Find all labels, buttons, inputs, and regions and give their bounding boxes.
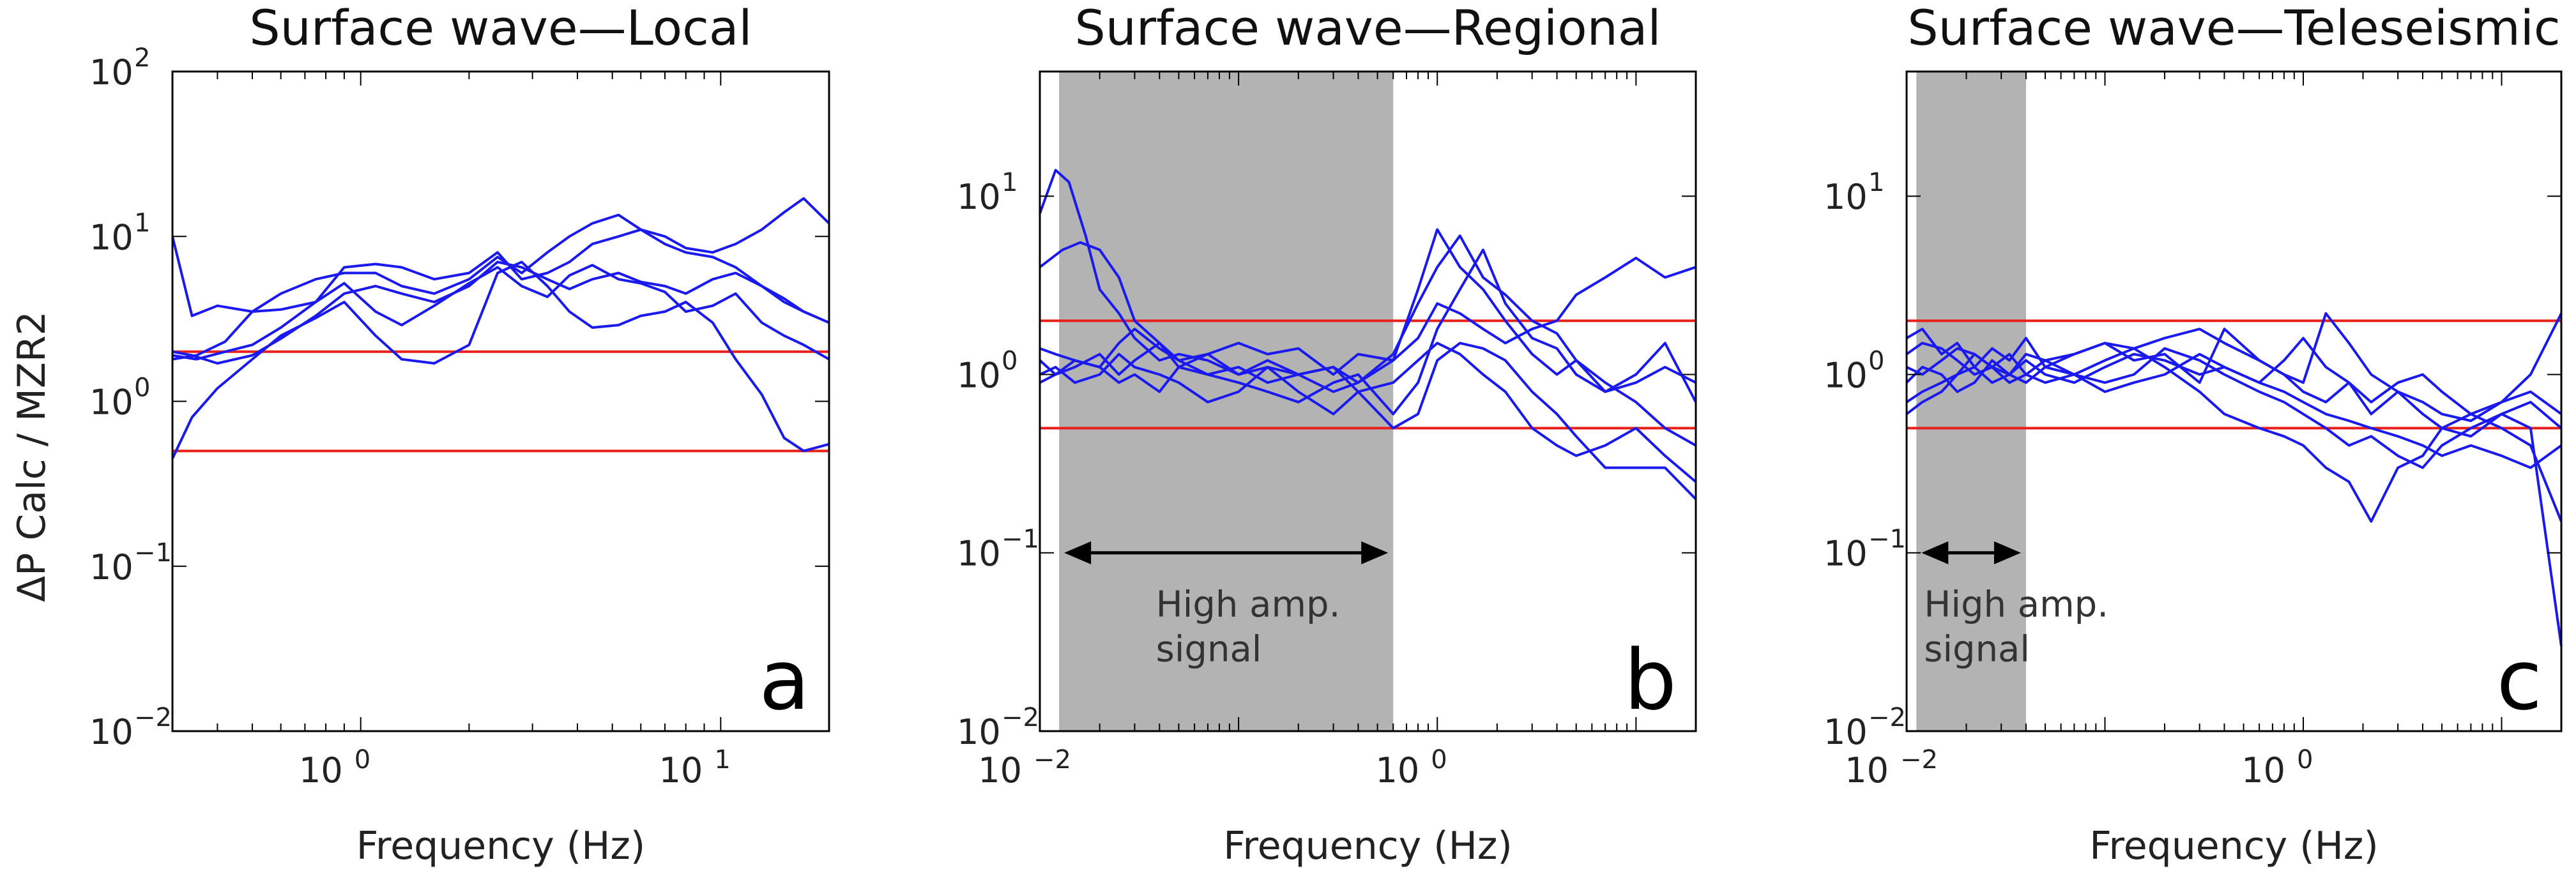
series-line-3 — [1905, 347, 2563, 523]
series-line-3 — [1039, 257, 1696, 376]
y-tick-label: 10 — [89, 52, 133, 93]
x-tick-label: 10 — [978, 750, 1022, 791]
series-line-5 — [1905, 312, 2563, 416]
y-tick-exponent: 1 — [1002, 168, 1017, 197]
chart-title: Surface wave—Teleseismic — [1907, 0, 2560, 56]
y-tick-exponent: −2 — [1868, 703, 1906, 732]
series-line-1 — [171, 236, 830, 361]
high-amp-band — [1059, 72, 1394, 731]
y-tick-label: 10 — [89, 547, 133, 587]
y-tick-exponent: −1 — [134, 538, 172, 568]
y-tick-label: 10 — [1824, 177, 1868, 217]
x-tick-label: 10 — [659, 750, 703, 791]
arrow-head-left — [1921, 541, 1949, 564]
y-tick-exponent: 0 — [1868, 346, 1884, 375]
series-line-4 — [171, 261, 830, 459]
arrow-head-right — [1993, 541, 2021, 564]
y-tick-exponent: −1 — [1002, 525, 1039, 554]
x-tick-label: 10 — [1845, 750, 1889, 791]
annotation-line-1: High amp. — [1156, 584, 1341, 626]
panel-label: b — [1624, 632, 1677, 729]
y-tick-exponent: −2 — [134, 703, 172, 732]
plot-frame — [171, 70, 830, 732]
x-tick-label: 10 — [299, 750, 343, 791]
x-tick-exponent: 0 — [1431, 745, 1447, 775]
y-tick-exponent: 1 — [1868, 168, 1884, 197]
x-tick-exponent: 0 — [2297, 745, 2313, 775]
chart-title: Surface wave—Regional — [1074, 0, 1661, 56]
y-tick-exponent: 0 — [134, 374, 150, 403]
series-line-1 — [1905, 328, 2563, 422]
y-tick-label: 10 — [957, 534, 1001, 574]
chart-title: Surface wave—Local — [249, 0, 752, 56]
y-tick-label: 10 — [89, 712, 133, 752]
annotation-line-2: signal — [1156, 629, 1262, 670]
series-line-2 — [172, 213, 830, 361]
annotation-line-2: signal — [1924, 629, 2030, 670]
y-tick-exponent: 0 — [1002, 346, 1017, 375]
plot-frame — [1039, 70, 1697, 732]
series-line-6 — [1905, 342, 2563, 469]
y-tick-label: 10 — [957, 177, 1001, 217]
x-axis-label: Frequency (Hz) — [2089, 824, 2378, 868]
y-tick-label: 10 — [89, 217, 133, 257]
x-axis-label: Frequency (Hz) — [356, 824, 645, 868]
panel-local: 10 210 110 010 −110 −210 0 10 1 Surface wave—Loc… — [89, 0, 830, 868]
arrow-head-right — [1361, 541, 1389, 564]
y-tick-exponent: −2 — [1002, 703, 1039, 732]
panel-teleseismic: High amp.signal 10 110 010 −110 −210 −2 10 0 Su… — [1824, 0, 2563, 868]
y-tick-label: 10 — [1824, 355, 1868, 395]
series-line-3 — [172, 197, 830, 361]
panel-label: a — [759, 632, 810, 729]
annotation-line-1: High amp. — [1924, 584, 2108, 626]
x-tick-exponent: 1 — [714, 745, 730, 775]
y-tick-label: 10 — [89, 382, 133, 423]
y-tick-exponent: −1 — [1868, 525, 1906, 554]
arrow-head-left — [1064, 541, 1092, 564]
x-tick-label: 10 — [2241, 750, 2285, 791]
y-tick-exponent: 1 — [134, 208, 150, 238]
series-line-6 — [1039, 342, 1697, 501]
x-tick-label: 10 — [1376, 750, 1420, 791]
panel-regional: High amp.signal 10 110 010 −110 −210 −2 10 0 Su… — [957, 0, 1697, 868]
x-tick-exponent: −2 — [1900, 745, 1938, 775]
x-tick-exponent: 0 — [354, 745, 370, 775]
y-tick-label: 10 — [957, 355, 1001, 395]
series-line-1 — [1039, 169, 1697, 403]
plot-frame — [1905, 70, 2563, 732]
y-tick-label: 10 — [1824, 712, 1868, 752]
series-line-5 — [1039, 248, 1696, 416]
y-axis-label: ΔP Calc / MZR2 — [10, 311, 54, 602]
x-tick-exponent: −2 — [1033, 745, 1071, 775]
y-tick-label: 10 — [1824, 534, 1868, 574]
high-amp-band — [1916, 72, 2026, 731]
series-line-2 — [1039, 234, 1696, 447]
x-axis-label: Frequency (Hz) — [1223, 824, 1512, 868]
panel-label: c — [2497, 632, 2542, 729]
y-tick-exponent: 2 — [134, 43, 150, 73]
y-tick-label: 10 — [957, 712, 1001, 752]
series-line-5 — [172, 261, 830, 365]
